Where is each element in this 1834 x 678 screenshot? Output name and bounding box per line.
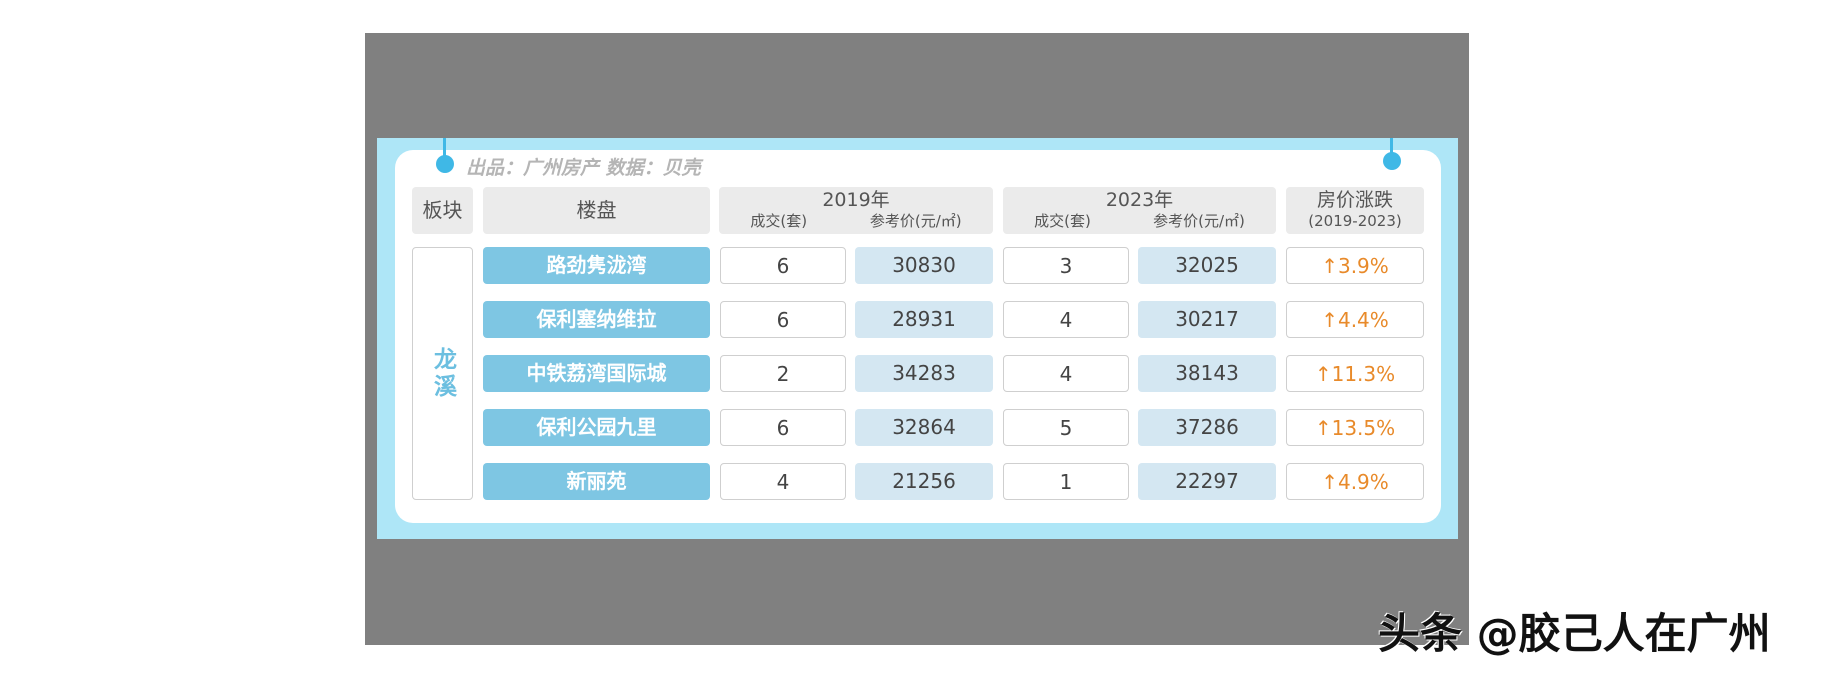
arrow-up-icon: ↑: [1321, 254, 1338, 278]
cell-d2023: 1: [1003, 463, 1129, 500]
header-2019-deals: 成交(套): [750, 212, 808, 230]
cell-d2023: 3: [1003, 247, 1129, 284]
pin-line-left: [443, 138, 446, 158]
cell-change: ↑4.9%: [1286, 463, 1424, 500]
cell-d2019: 6: [720, 301, 846, 338]
header-2019-price: 参考价(元/㎡): [869, 212, 962, 230]
cell-p2023: 38143: [1138, 355, 1276, 392]
cell-p2019: 32864: [855, 409, 993, 446]
watermark: 头条 @胶己人在广州: [1378, 609, 1771, 658]
cell-p2019: 28931: [855, 301, 993, 338]
change-value: 4.4%: [1337, 308, 1389, 332]
cell-name: 路劲隽泷湾: [483, 247, 710, 284]
cell-change: ↑11.3%: [1286, 355, 1424, 392]
pin-right-icon: [1383, 152, 1401, 170]
cell-change: ↑13.5%: [1286, 409, 1424, 446]
header-change-title: 房价涨跌: [1316, 189, 1393, 211]
change-value: 3.9%: [1337, 254, 1389, 278]
arrow-up-icon: ↑: [1314, 416, 1332, 440]
cell-d2019: 6: [720, 247, 846, 284]
cell-p2023: 37286: [1138, 409, 1276, 446]
pin-line-right: [1390, 138, 1393, 156]
cell-change: ↑3.9%: [1286, 247, 1424, 284]
cell-d2023: 5: [1003, 409, 1129, 446]
arrow-up-icon: ↑: [1321, 470, 1338, 494]
cell-p2019: 30830: [855, 247, 993, 284]
header-2023-deals: 成交(套): [1034, 212, 1091, 230]
cell-name: 保利公园九里: [483, 409, 710, 446]
cell-change: ↑4.4%: [1286, 301, 1424, 338]
credit-text: 出品：广州房产 数据：贝壳: [466, 157, 701, 179]
header-change-range: (2019-2023): [1308, 212, 1402, 230]
arrow-up-icon: ↑: [1314, 362, 1332, 386]
cell-name: 保利塞纳维拉: [483, 301, 710, 338]
cell-p2019: 21256: [855, 463, 993, 500]
header-2023-title: 2023年: [1105, 189, 1174, 211]
cell-name: 新丽苑: [483, 463, 710, 500]
header-district: 板块: [412, 187, 473, 234]
cell-p2023: 22297: [1138, 463, 1276, 500]
pin-left-icon: [436, 155, 454, 173]
change-value: 11.3%: [1331, 362, 1396, 386]
header-2019: 2019年 成交(套) 参考价(元/㎡): [719, 187, 993, 234]
header-change: 房价涨跌 (2019-2023): [1286, 187, 1424, 234]
change-value: 4.9%: [1337, 470, 1389, 494]
cell-name: 中铁荔湾国际城: [483, 355, 710, 392]
cell-p2019: 34283: [855, 355, 993, 392]
cell-d2019: 6: [720, 409, 846, 446]
cell-p2023: 30217: [1138, 301, 1276, 338]
arrow-up-icon: ↑: [1321, 308, 1338, 332]
header-2023: 2023年 成交(套) 参考价(元/㎡): [1003, 187, 1276, 234]
cell-d2023: 4: [1003, 301, 1129, 338]
district-cell: 龙溪: [412, 247, 473, 500]
cell-d2019: 2: [720, 355, 846, 392]
change-value: 13.5%: [1331, 416, 1396, 440]
cell-p2023: 32025: [1138, 247, 1276, 284]
cell-d2023: 4: [1003, 355, 1129, 392]
header-2019-title: 2019年: [822, 189, 890, 211]
cell-d2019: 4: [720, 463, 846, 500]
header-project: 楼盘: [483, 187, 710, 234]
header-2023-price: 参考价(元/㎡): [1153, 212, 1245, 230]
